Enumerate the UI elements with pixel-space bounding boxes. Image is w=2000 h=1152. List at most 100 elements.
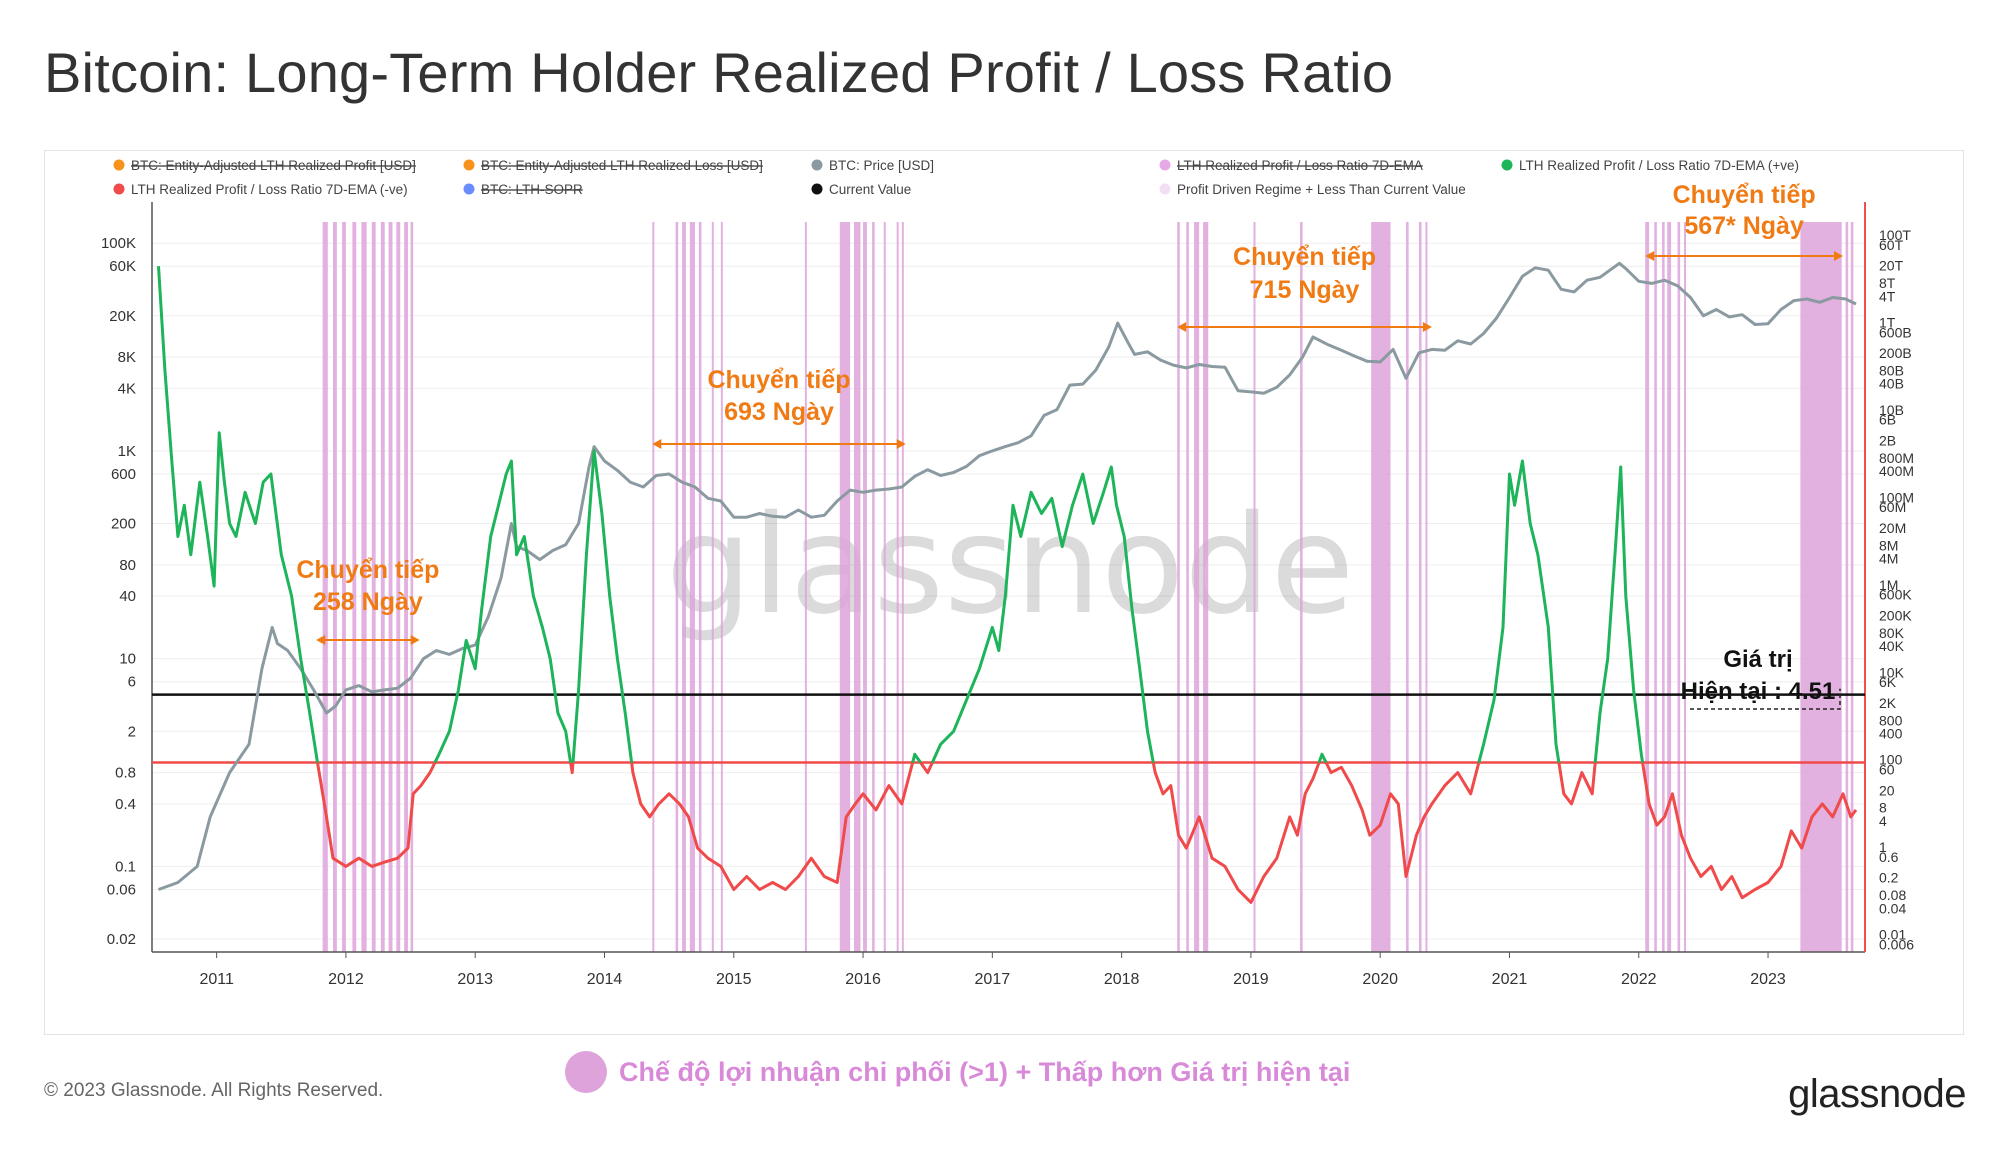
regime-band [1662, 222, 1665, 952]
regime-band [1371, 222, 1391, 952]
axes: 100K 60K 20K 8K 4K 1K 600 200 80 40 10 6 2 0.8 0.4 0.1 0… [101, 202, 1914, 988]
right-tick-label: 2K [1879, 695, 1897, 711]
watermark-text: glassnode [666, 487, 1355, 645]
regime-band [361, 222, 367, 952]
ratio-positive-line [1477, 459, 1561, 763]
right-tick-label: 0.01 [1879, 927, 1906, 943]
x-tick-label: 2022 [1621, 971, 1657, 988]
regime-band [863, 222, 867, 952]
legend-label: LTH Realized Profit / Loss Ratio 7D-EMA … [131, 182, 408, 197]
legend-label: BTC: Price [USD] [829, 158, 934, 173]
regime-band [901, 222, 904, 952]
regime-band [404, 222, 408, 952]
regime-band [1253, 222, 1256, 952]
ratio-negative-line [919, 761, 934, 775]
right-tick-label: 6B [1879, 412, 1896, 428]
transition-title: Chuyển tiếp [1233, 243, 1376, 271]
transition-days: 567* Ngày [1684, 212, 1804, 240]
price-line [157, 261, 1857, 891]
legend-marker [1159, 159, 1171, 171]
legend-marker [463, 183, 475, 195]
left-tick-label: 6 [128, 674, 136, 691]
x-tick-label: 2011 [199, 971, 234, 988]
series-lines [152, 261, 1865, 904]
left-tick-label: 20K [109, 308, 136, 325]
regime-band [1684, 222, 1687, 952]
ratio-negative-line [316, 761, 437, 868]
right-tick-label: 4M [1879, 551, 1898, 567]
regime-band [1418, 222, 1422, 952]
right-tick-label: 80K [1879, 625, 1905, 641]
chart-frame [44, 150, 1964, 1035]
right-tick-label: 8T [1879, 275, 1896, 291]
right-tick-label: 1M [1879, 577, 1898, 593]
transition-title: Chuyển tiếp [296, 556, 439, 584]
regime-band [322, 222, 328, 952]
left-tick-label: 0.4 [115, 796, 136, 813]
right-tick-label: 0.2 [1879, 870, 1899, 886]
right-tick-label: 60 [1879, 761, 1895, 777]
right-tick-label: 800 [1879, 712, 1903, 728]
x-tick-label: 2023 [1750, 971, 1786, 988]
regime-band [804, 222, 807, 952]
right-tick-label: 400M [1879, 463, 1914, 479]
ratio-negative-line [569, 762, 575, 775]
regime-band [1800, 222, 1842, 952]
legend-label: Profit Driven Regime + Less Than Current… [1177, 182, 1466, 197]
transition-title: Chuyển tiếp [707, 366, 850, 394]
left-tick-label: 10 [119, 651, 136, 668]
x-tick-label: 2020 [1362, 971, 1398, 988]
right-tick-label: 0.006 [1879, 936, 1914, 952]
glassnode-logo: glassnode [1788, 1072, 1966, 1116]
legend-label: LTH Realized Profit / Loss Ratio 7D-EMA [1177, 158, 1423, 173]
x-tick-label: 2014 [587, 971, 623, 988]
regime-footnote: Chế độ lợi nhuận chi phối (>1) + Thấp hơ… [565, 1050, 1350, 1094]
regime-band [1186, 222, 1189, 952]
right-tick-label: 2B [1879, 433, 1896, 449]
current-label-line1: Giá trị [1723, 646, 1792, 673]
left-tick-label: 80 [119, 557, 136, 574]
right-tick-label: 20T [1879, 258, 1904, 274]
current-label-leader [1690, 688, 1841, 710]
regime-band [1406, 222, 1409, 952]
legend-label: Current Value [829, 182, 911, 197]
right-tick-label: 20 [1879, 782, 1895, 798]
legend-marker [811, 183, 823, 195]
x-tick-label: 2015 [716, 971, 752, 988]
x-tick-label: 2013 [457, 971, 493, 988]
left-tick-label: 0.8 [115, 765, 136, 782]
legend-marker [1501, 159, 1513, 171]
regime-bands [322, 222, 1854, 952]
left-tick-label: 40 [119, 588, 136, 605]
regime-band [720, 222, 723, 952]
ratio-negative-line [1641, 762, 1858, 900]
current-label-line2: Hiện tại : 4.51 [1681, 678, 1836, 705]
regime-dot [565, 1051, 607, 1093]
left-tick-label: 0.06 [107, 881, 136, 898]
regime-band [1645, 222, 1650, 952]
right-tick-label: 40K [1879, 638, 1905, 654]
legend-label: BTC: Entity-Adjusted LTH Realized Profit… [131, 158, 416, 173]
regime-band [371, 222, 376, 952]
right-tick-label: 20M [1879, 520, 1906, 536]
regime-band [883, 222, 886, 952]
regime-band [698, 222, 702, 952]
right-tick-label: 600K [1879, 587, 1912, 603]
arrow-head-right [896, 439, 906, 449]
regime-band [689, 222, 695, 952]
transition-days: 693 Ngày [724, 398, 834, 426]
regime-band [1654, 222, 1657, 952]
ratio-positive-line [433, 459, 573, 764]
left-tick-label: 60K [109, 258, 136, 275]
regime-band [1425, 222, 1428, 952]
regime-band [380, 222, 385, 952]
right-tick-label: 200K [1879, 607, 1912, 623]
regime-band [1667, 222, 1672, 952]
arrow-head-left [1177, 322, 1187, 332]
legend: BTC: Entity-Adjusted LTH Realized Profit… [113, 158, 1799, 197]
x-tick-label: 2012 [328, 971, 364, 988]
x-tick-label: 2018 [1104, 971, 1140, 988]
right-tick-label: 200B [1879, 345, 1912, 361]
ratio-positive-line [571, 449, 634, 763]
